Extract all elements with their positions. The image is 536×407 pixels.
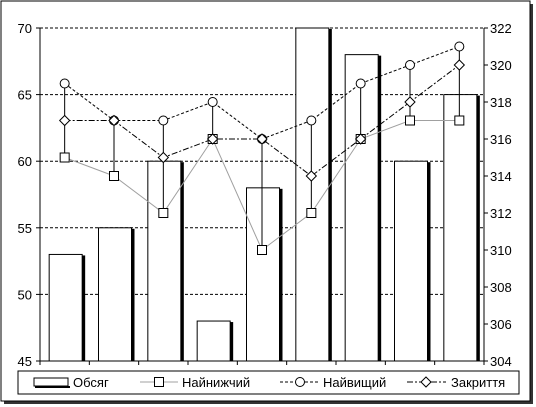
right-tick-label: 304 <box>490 354 512 369</box>
left-tick-label: 45 <box>18 354 32 369</box>
left-tick-label: 70 <box>18 21 32 36</box>
marker-close <box>354 133 367 145</box>
left-tick-label: 55 <box>18 221 32 236</box>
legend-swatch-bar <box>33 377 69 387</box>
bar <box>246 187 280 362</box>
legend-label-high: Найвищий <box>323 375 386 390</box>
right-tick-label: 306 <box>490 317 512 332</box>
marker-low <box>158 208 169 218</box>
legend-marker-high <box>295 377 305 387</box>
marker-close <box>305 170 318 182</box>
right-tick-label: 320 <box>490 58 512 73</box>
marker-high <box>207 97 218 107</box>
bar <box>48 253 83 362</box>
marker-close <box>157 151 170 164</box>
bar <box>394 160 428 362</box>
marker-low <box>257 245 267 255</box>
bar <box>147 160 182 362</box>
legend: Обсяг Найнижчий Найвищий Закриття <box>17 370 520 395</box>
marker-close <box>404 96 416 108</box>
marker-low <box>59 152 70 163</box>
bar <box>443 94 478 362</box>
legend-box <box>17 370 520 395</box>
left-tick-label: 65 <box>18 88 32 103</box>
marker-close <box>256 133 268 145</box>
bar <box>196 320 231 362</box>
marker-high <box>454 41 465 52</box>
right-tick-label: 322 <box>490 21 512 36</box>
marker-close <box>453 59 466 71</box>
right-tick-label: 308 <box>490 280 512 295</box>
marker-high <box>59 78 70 89</box>
right-tick-label: 310 <box>490 243 512 258</box>
right-tick-label: 314 <box>490 169 512 184</box>
legend-marker-low <box>154 377 164 387</box>
marker-close <box>108 114 120 127</box>
marker-high <box>405 60 415 70</box>
marker-high <box>306 115 317 126</box>
legend-marker-close <box>420 376 432 388</box>
marker-low <box>405 115 415 126</box>
right-tick-label: 312 <box>490 206 512 221</box>
right-tick-label: 318 <box>490 95 512 110</box>
left-tick-label: 50 <box>18 287 32 302</box>
marker-low <box>306 208 317 218</box>
bar <box>344 54 379 362</box>
marker-high <box>158 115 169 126</box>
legend-label-volume: Обсяг <box>73 375 109 390</box>
legend-label-close: Закриття <box>451 375 505 390</box>
plot-area: 45 50 55 60 65 70 304 306 308 310 312 314 316 318 320 3… <box>18 21 512 369</box>
marker-low <box>454 115 465 126</box>
marker-low <box>109 171 119 181</box>
right-tick-label: 316 <box>490 132 512 147</box>
bar <box>295 27 330 362</box>
legend-label-low: Найнижчий <box>182 375 250 390</box>
marker-high <box>355 78 366 89</box>
marker-close <box>206 133 219 145</box>
marker-close <box>58 114 71 127</box>
left-tick-label: 60 <box>18 154 32 169</box>
bar <box>98 227 132 362</box>
